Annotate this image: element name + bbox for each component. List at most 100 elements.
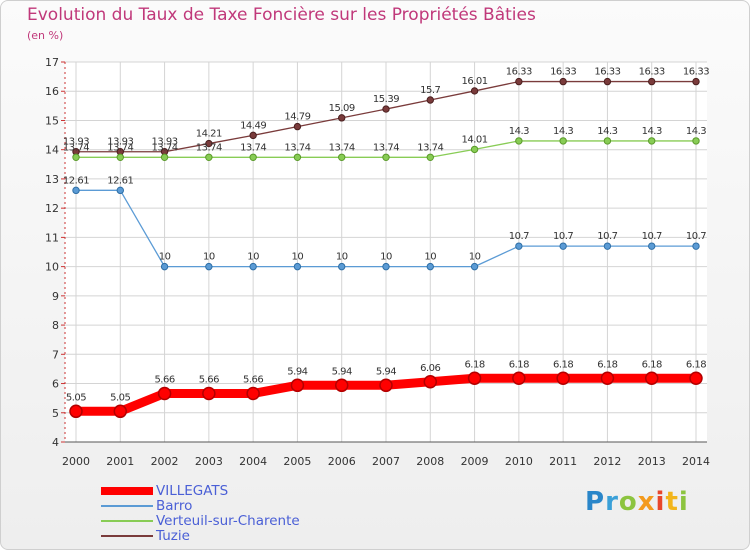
y-tick-label: 4 [52, 436, 59, 449]
data-point [160, 262, 169, 271]
data-label: 13.74 [329, 142, 355, 153]
data-point [116, 153, 124, 161]
data-point [559, 77, 567, 86]
data-label: 14.79 [284, 112, 310, 123]
legend-label: Tuzie [156, 528, 190, 544]
data-point [512, 371, 526, 386]
data-label: 16.33 [550, 67, 576, 78]
data-point [379, 378, 393, 393]
legend-swatch [101, 535, 153, 537]
data-label: 13.93 [63, 137, 89, 148]
data-label: 16.33 [594, 67, 620, 78]
y-tick-label: 11 [45, 231, 59, 244]
x-tick-label: 2009 [461, 455, 489, 468]
data-label: 10 [247, 252, 259, 263]
data-label: 14.49 [240, 120, 266, 131]
legend-swatch [101, 520, 153, 522]
x-tick-label: 2002 [151, 455, 179, 468]
x-tick-label: 2012 [593, 455, 621, 468]
data-label: 14.3 [642, 126, 662, 137]
data-point [426, 153, 434, 161]
data-label: 13.74 [373, 142, 399, 153]
logo-letter: t [665, 487, 679, 517]
line-chart: 4 5 6 7 8 9 10 11 12 13 14 15 16 17 2000 2001 2002 2003 20… [45, 56, 710, 468]
y-tick-label: 7 [52, 348, 59, 361]
data-point [603, 77, 612, 86]
data-point [648, 77, 656, 86]
data-label: 15.09 [329, 103, 355, 114]
data-point [334, 378, 349, 393]
data-point [382, 105, 390, 113]
data-point [515, 242, 523, 250]
data-point [603, 242, 612, 250]
data-point [515, 77, 523, 86]
data-point [249, 131, 257, 140]
data-label: 13.74 [196, 142, 222, 153]
data-label: 13.93 [107, 137, 133, 148]
data-label: 14.21 [196, 129, 222, 140]
data-point [556, 371, 570, 386]
logo-letter: r [605, 487, 619, 517]
data-label: 14.3 [553, 126, 573, 137]
logo-letter: P [585, 487, 606, 517]
legend-swatch [101, 487, 153, 495]
data-point [202, 386, 216, 401]
data-label: 13.93 [152, 137, 178, 148]
x-tick-label: 2005 [283, 455, 311, 468]
data-point [69, 404, 83, 419]
data-label: 10.7 [553, 231, 573, 242]
data-label: 12.61 [107, 175, 133, 186]
data-label: 14.01 [462, 134, 488, 145]
data-label: 10 [424, 252, 436, 263]
data-label: 13.74 [417, 142, 443, 153]
data-label: 5.66 [243, 374, 263, 385]
y-tick-label: 16 [45, 85, 59, 98]
x-tick-label: 2008 [416, 455, 444, 468]
data-label: 10 [159, 252, 171, 263]
y-tick-label: 8 [52, 319, 59, 332]
data-point [249, 262, 257, 271]
series-Tuzie: 13.93 13.93 13.93 14.21 14.49 14.79 15.09 15.39… [63, 67, 710, 156]
data-point [293, 122, 302, 131]
series-VILLEGATS: 5.05 5.05 5.66 5.66 5.66 5.94 5.94 5.94 6.06 6.18… [66, 359, 707, 419]
data-point [157, 386, 172, 401]
data-point [648, 242, 656, 250]
data-point [382, 262, 390, 271]
data-label: 12.61 [63, 175, 89, 186]
legend-swatch [101, 505, 153, 507]
x-tick-label: 2014 [682, 455, 710, 468]
data-point [72, 186, 80, 195]
y-tick-label: 5 [52, 407, 59, 420]
data-label: 10 [292, 252, 304, 263]
x-tick-label: 2010 [505, 455, 533, 468]
data-label: 5.94 [376, 366, 396, 377]
data-point [423, 375, 438, 389]
data-point [205, 153, 213, 161]
data-label: 10 [469, 252, 481, 263]
data-point [603, 137, 612, 145]
data-point [246, 386, 260, 401]
data-label: 10.7 [642, 231, 662, 242]
data-point [470, 87, 479, 95]
data-point [692, 137, 700, 145]
x-tick-label: 2011 [549, 455, 577, 468]
y-tick-label: 15 [45, 114, 59, 127]
logo-letter: x [637, 487, 656, 517]
data-point [426, 262, 434, 271]
x-tick-label: 2007 [372, 455, 400, 468]
data-point [515, 137, 523, 145]
unit-label: (en %) [27, 29, 64, 42]
data-label: 6.18 [553, 359, 573, 370]
data-point [116, 186, 124, 195]
data-point [293, 262, 302, 271]
data-label: 6.18 [597, 359, 617, 370]
logo-letter: i [678, 487, 689, 517]
data-label: 13.74 [240, 142, 266, 153]
data-label: 14.3 [597, 126, 617, 137]
x-tick-label: 2000 [62, 455, 90, 468]
data-point [113, 404, 128, 419]
proxiti-logo: Proxiti [585, 487, 689, 517]
data-label: 16.33 [639, 67, 665, 78]
data-label: 10.7 [597, 231, 617, 242]
data-label: 14.3 [686, 126, 706, 137]
